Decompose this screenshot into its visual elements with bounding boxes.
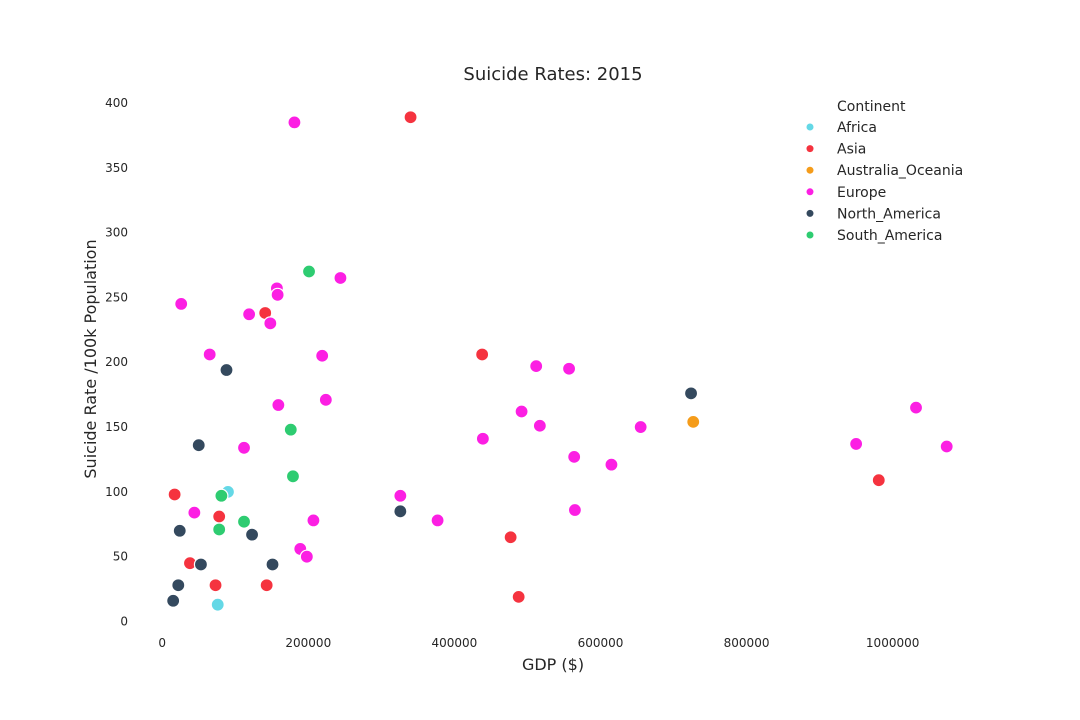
legend-label: South_America — [837, 228, 942, 244]
data-point — [306, 513, 321, 528]
data-point — [511, 589, 526, 604]
y-axis-ticks: 0 50 100 150 200 250 300 350 400 — [105, 96, 128, 629]
y-axis-label: Suicide Rate /100k Population — [81, 239, 100, 478]
data-point — [567, 502, 583, 518]
data-point — [191, 438, 206, 453]
x-tick-label: 1000000 — [866, 636, 919, 650]
legend-marker — [806, 188, 814, 196]
data-point — [236, 514, 252, 529]
data-point — [604, 457, 619, 472]
data-point — [686, 414, 701, 429]
series-north-america — [166, 362, 699, 608]
legend-marker — [806, 123, 814, 131]
data-point — [393, 504, 408, 519]
y-tick-label: 400 — [105, 96, 128, 110]
legend: Continent Africa Asia Australia_Oceania Eur… — [806, 99, 963, 244]
data-point — [283, 422, 298, 437]
y-tick-label: 250 — [105, 290, 128, 304]
series-south-america — [212, 264, 317, 537]
data-point — [285, 469, 301, 484]
legend-label: Europe — [837, 185, 886, 201]
data-point — [187, 505, 202, 520]
y-tick-label: 200 — [105, 355, 128, 369]
data-point — [166, 593, 181, 608]
data-point — [259, 578, 274, 593]
y-tick-label: 350 — [105, 161, 128, 175]
y-tick-label: 150 — [105, 420, 128, 434]
data-point — [315, 348, 330, 363]
data-point — [287, 115, 302, 130]
data-point — [475, 347, 490, 362]
data-point — [333, 270, 348, 286]
legend-marker — [806, 166, 814, 174]
data-point — [219, 362, 234, 378]
data-point — [403, 110, 418, 125]
data-point — [212, 509, 227, 524]
y-tick-label: 50 — [113, 550, 128, 564]
series-asia — [167, 110, 886, 604]
series-europe — [174, 115, 954, 564]
legend-marker — [806, 231, 814, 239]
data-point — [871, 473, 886, 488]
data-point — [172, 523, 187, 538]
data-point — [475, 431, 490, 446]
data-point — [683, 386, 699, 401]
series-australia-oceania — [686, 414, 701, 429]
data-point — [265, 557, 280, 572]
data-point — [193, 557, 209, 572]
data-point — [430, 513, 445, 528]
data-point — [167, 487, 182, 502]
y-tick-label: 300 — [105, 226, 128, 240]
data-point — [633, 419, 648, 435]
data-point — [567, 449, 582, 464]
x-tick-label: 200000 — [285, 636, 331, 650]
legend-label: Australia_Oceania — [837, 163, 963, 179]
data-point — [212, 522, 227, 537]
data-point — [202, 347, 217, 362]
data-point — [174, 296, 189, 312]
x-tick-label: 600000 — [578, 636, 624, 650]
x-tick-label: 0 — [158, 636, 166, 650]
data-point — [514, 404, 529, 419]
data-point — [301, 264, 317, 279]
data-point — [561, 361, 577, 376]
data-point — [263, 316, 278, 331]
legend-title: Continent — [837, 99, 906, 115]
data-point — [271, 397, 286, 413]
legend-marker — [806, 145, 814, 153]
x-axis-ticks: 0 200000 400000 600000 800000 1000000 — [158, 636, 919, 650]
data-point — [208, 578, 223, 593]
data-point — [393, 488, 408, 503]
data-point — [849, 436, 864, 452]
data-point — [236, 440, 252, 455]
data-point — [318, 392, 333, 407]
legend-label: Asia — [837, 142, 866, 158]
data-point — [214, 488, 229, 503]
data-point — [503, 530, 518, 545]
data-point — [939, 439, 954, 454]
data-point — [529, 359, 544, 374]
x-tick-label: 800000 — [724, 636, 770, 650]
y-tick-label: 100 — [105, 485, 128, 499]
data-point — [908, 400, 924, 415]
data-point — [244, 527, 260, 542]
data-point — [242, 307, 257, 322]
data-point — [532, 418, 547, 433]
legend-label: North_America — [837, 206, 941, 222]
legend-marker — [806, 209, 814, 217]
legend-label: Africa — [837, 120, 877, 136]
data-points — [166, 110, 954, 612]
data-point — [171, 578, 186, 593]
x-tick-label: 400000 — [431, 636, 477, 650]
data-point — [210, 597, 225, 612]
series-africa — [210, 484, 236, 612]
chart-title: Suicide Rates: 2015 — [463, 64, 642, 85]
data-point — [299, 549, 314, 564]
y-tick-label: 0 — [120, 615, 128, 629]
x-axis-label: GDP ($) — [522, 655, 584, 674]
data-point — [270, 287, 285, 302]
